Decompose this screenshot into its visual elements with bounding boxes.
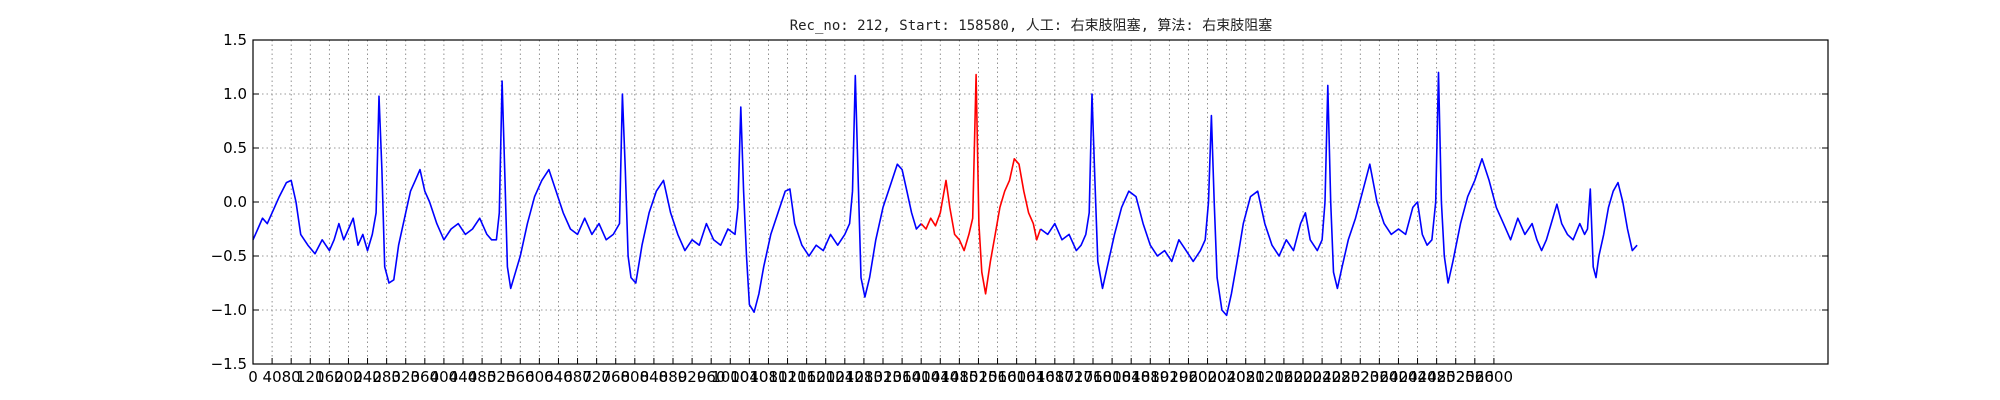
- chart-title: Rec_no: 212, Start: 158580, 人工: 右束肢阻塞, 算…: [790, 17, 1273, 34]
- x-tick-label: 2400: [1379, 368, 1417, 386]
- x-tick-label: 640: [544, 368, 573, 386]
- x-tick-label: 1760: [1074, 368, 1112, 386]
- x-tick-label: 440: [449, 368, 478, 386]
- x-tick-label: 2240: [1303, 368, 1341, 386]
- x-tick-label: 1040: [730, 368, 768, 386]
- x-tick-label: 120: [296, 368, 325, 386]
- y-tick-label: −0.5: [211, 247, 247, 265]
- x-tick-label: 1400: [902, 368, 940, 386]
- x-tick-label: 1560: [978, 368, 1016, 386]
- x-tick-label: 920: [678, 368, 707, 386]
- x-tick-label: 1960: [1169, 368, 1207, 386]
- x-tick-label: 1920: [1150, 368, 1188, 386]
- x-tick-label: 1120: [768, 368, 806, 386]
- x-tick-label: 2560: [1456, 368, 1494, 386]
- x-tick-label: 1800: [1093, 368, 1131, 386]
- x-tick-label: 2160: [1265, 368, 1303, 386]
- x-tick-label: 2600: [1475, 368, 1513, 386]
- x-tick-label: 40: [263, 368, 282, 386]
- y-tick-label: 0.0: [223, 193, 247, 211]
- x-tick-label: 2000: [1188, 368, 1226, 386]
- x-tick-label: 1200: [807, 368, 845, 386]
- x-tick-label: 360: [410, 368, 439, 386]
- x-tick-label: 240: [353, 368, 382, 386]
- ecg-series-segment-2: [920, 73, 1042, 295]
- x-tick-label: 2200: [1284, 368, 1322, 386]
- x-tick-label: 680: [563, 368, 592, 386]
- x-tick-label: 1480: [940, 368, 978, 386]
- x-tick-label: 2120: [1246, 368, 1284, 386]
- x-tick-label: 880: [659, 368, 688, 386]
- x-tick-label: 1680: [1036, 368, 1074, 386]
- x-tick-label: 1000: [711, 368, 749, 386]
- x-tick-label: 1640: [1017, 368, 1055, 386]
- x-tick-label: 800: [620, 368, 649, 386]
- x-tick-label: 840: [640, 368, 669, 386]
- x-tick-label: 2040: [1208, 368, 1246, 386]
- x-tick-label: 1080: [749, 368, 787, 386]
- x-tick-label: 160: [315, 368, 344, 386]
- x-tick-label: 2320: [1341, 368, 1379, 386]
- x-tick-label: 2480: [1418, 368, 1456, 386]
- x-tick-label: 2440: [1398, 368, 1436, 386]
- x-tick-label: 2520: [1437, 368, 1475, 386]
- x-tick-label: 960: [697, 368, 726, 386]
- series-layer: [252, 71, 1638, 317]
- y-tick-label: 1.0: [223, 85, 247, 103]
- x-tick-label: 1880: [1131, 368, 1169, 386]
- x-tick-label: 0: [248, 368, 258, 386]
- x-tick-label: 1440: [921, 368, 959, 386]
- x-tick-label: 1360: [883, 368, 921, 386]
- x-tick-label: 320: [391, 368, 420, 386]
- x-tick-label: 720: [582, 368, 611, 386]
- x-tick-label: 2280: [1322, 368, 1360, 386]
- grid-layer: [253, 40, 1828, 364]
- y-tick-label: −1.5: [211, 355, 247, 373]
- x-tick-label: 200: [334, 368, 363, 386]
- x-tick-label: 1280: [845, 368, 883, 386]
- x-tick-label: 1720: [1055, 368, 1093, 386]
- x-tick-label: 1520: [959, 368, 997, 386]
- x-tick-label: 2360: [1360, 368, 1398, 386]
- x-tick-label: 80: [282, 368, 301, 386]
- x-axis: 0 40 8012016020024028032036040044048052056…: [248, 358, 1513, 386]
- x-tick-label: 560: [506, 368, 535, 386]
- x-tick-label: 600: [525, 368, 554, 386]
- x-tick-label: 480: [468, 368, 497, 386]
- ecg-series-segment-1: [252, 74, 922, 314]
- ecg-series-segment-3: [1040, 71, 1638, 317]
- x-tick-label: 760: [601, 368, 630, 386]
- x-tick-label: 1840: [1112, 368, 1150, 386]
- x-tick-label: 1320: [864, 368, 902, 386]
- x-tick-label: 1160: [788, 368, 826, 386]
- x-tick-label: 400: [430, 368, 459, 386]
- x-tick-label: 520: [487, 368, 516, 386]
- x-tick-label: 280: [372, 368, 401, 386]
- x-tick-label: 1240: [826, 368, 864, 386]
- y-tick-label: −1.0: [211, 301, 247, 319]
- y-axis: 1.5 1.0 0.5 0.0 −0.5 −1.0 −1.5: [211, 31, 1828, 373]
- x-tick-label: 1600: [998, 368, 1036, 386]
- y-tick-label: 0.5: [223, 139, 247, 157]
- y-tick-label: 1.5: [223, 31, 247, 49]
- x-tick-label: 2080: [1227, 368, 1265, 386]
